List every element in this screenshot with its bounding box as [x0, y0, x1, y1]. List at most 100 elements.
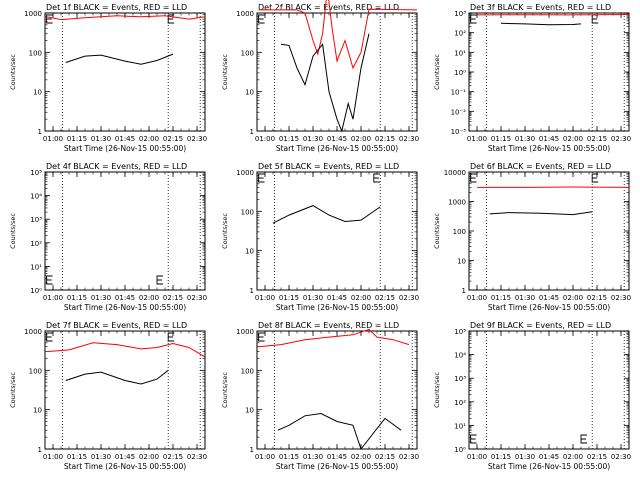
y-axis-label: Counts/sec	[9, 372, 17, 408]
interval-marker	[46, 14, 53, 24]
panel-title: Det 5f BLACK = Events, RED = LLD	[258, 162, 399, 171]
x-tick-label: 02:30	[187, 453, 207, 461]
y-tick-label: 10⁵	[30, 169, 42, 177]
x-tick-label: 02:00	[351, 135, 371, 143]
plot-frame	[44, 330, 206, 450]
x-tick-label: 01:45	[115, 453, 135, 461]
x-axis-label: Start Time (26-Nov-15 00:55:00)	[64, 462, 186, 471]
x-tick-label: 02:30	[187, 135, 207, 143]
lld-series-line	[46, 15, 206, 21]
x-tick-label: 01:15	[279, 453, 299, 461]
x-axis-label: Start Time (26-Nov-15 00:55:00)	[488, 462, 610, 471]
x-tick-label: 01:30	[303, 294, 323, 302]
x-tick-label: 01:00	[43, 135, 63, 143]
x-tick-label: 01:30	[515, 294, 535, 302]
y-tick-label: 1000	[236, 328, 254, 336]
x-tick-label: 02:15	[375, 453, 395, 461]
x-tick-label: 01:45	[327, 294, 347, 302]
y-tick-label: 10	[457, 258, 466, 266]
x-tick-label: 01:00	[467, 453, 487, 461]
y-tick-label: 10	[33, 407, 42, 415]
plot-frame	[256, 330, 418, 450]
x-tick-label: 01:15	[491, 453, 511, 461]
y-axis-label: Counts/sec	[221, 213, 229, 249]
interval-marker	[156, 275, 163, 285]
events-series-line	[65, 53, 174, 65]
x-tick-label: 01:30	[91, 294, 111, 302]
x-tick-label: 01:00	[255, 135, 275, 143]
y-tick-label: 10	[245, 89, 254, 97]
x-tick-label: 01:15	[279, 135, 299, 143]
panel-det-9: Det 9f BLACK = Events, RED = LLD 10⁰ 10¹ 10…	[433, 321, 631, 471]
events-series-line	[272, 205, 381, 224]
y-tick-label: 10⁻¹	[451, 89, 467, 97]
x-tick-label: 01:00	[43, 453, 63, 461]
y-tick-label: 1000	[236, 169, 254, 177]
x-axis-label: Start Time (26-Nov-15 00:55:00)	[488, 303, 610, 312]
panel-det-5: Det 5f BLACK = Events, RED = LLD 1 10 100 10…	[221, 162, 419, 312]
x-tick-label: 01:30	[91, 453, 111, 461]
x-tick-label: 01:45	[115, 294, 135, 302]
y-tick-label: 10²	[30, 240, 42, 248]
y-tick-label: 10	[245, 248, 254, 256]
x-tick-label: 01:45	[539, 135, 559, 143]
y-tick-label: 1000	[24, 10, 42, 18]
panel-title: Det 2f BLACK = Events, RED = LLD	[258, 3, 399, 12]
y-tick-label: 10¹	[30, 263, 42, 271]
x-axis-label: Start Time (26-Nov-15 00:55:00)	[64, 144, 186, 153]
x-tick-label: 01:00	[43, 294, 63, 302]
x-tick-label: 01:00	[467, 294, 487, 302]
y-tick-label: 10⁴	[454, 352, 466, 360]
x-tick-label: 01:15	[279, 294, 299, 302]
x-tick-label: 02:30	[611, 294, 631, 302]
x-tick-label: 02:00	[351, 453, 371, 461]
interval-marker	[373, 173, 380, 183]
y-tick-label: 10⁵	[454, 328, 466, 336]
y-tick-label: 1000	[236, 10, 254, 18]
plot-frame	[468, 171, 630, 291]
x-axis-label: Start Time (26-Nov-15 00:55:00)	[276, 144, 398, 153]
y-tick-label: 10⁰	[30, 287, 42, 295]
x-axis-label: Start Time (26-Nov-15 00:55:00)	[64, 303, 186, 312]
interval-marker	[258, 14, 265, 24]
interval-marker	[470, 434, 477, 444]
y-tick-label: 10⁰	[454, 69, 466, 77]
y-tick-label: 1000	[448, 199, 466, 207]
x-tick-label: 01:15	[67, 294, 87, 302]
x-tick-label: 01:15	[67, 453, 87, 461]
x-tick-label: 02:00	[563, 294, 583, 302]
y-tick-label: 1000	[24, 328, 42, 336]
interval-marker	[167, 14, 175, 24]
y-axis-label: Counts/sec	[221, 54, 229, 90]
x-tick-label: 02:30	[399, 135, 419, 143]
panel-title: Det 4f BLACK = Events, RED = LLD	[46, 162, 187, 171]
y-tick-label: 10²	[454, 399, 466, 407]
y-tick-label: 1	[250, 128, 254, 136]
plot-frame	[44, 171, 206, 291]
x-tick-label: 02:15	[163, 135, 183, 143]
plot-frame	[468, 330, 630, 450]
y-tick-label: 10²	[454, 30, 466, 38]
y-tick-label: 10³	[30, 216, 42, 224]
y-tick-label: 10³	[454, 375, 466, 383]
x-tick-label: 02:30	[399, 294, 419, 302]
y-tick-label: 10⁻²	[451, 108, 467, 116]
x-axis-label: Start Time (26-Nov-15 00:55:00)	[276, 303, 398, 312]
lld-series-line	[46, 342, 206, 358]
y-tick-label: 10¹	[454, 422, 466, 430]
interval-marker	[591, 173, 599, 183]
panel-title: Det 3f BLACK = Events, RED = LLD	[470, 3, 611, 12]
plot-frame	[44, 12, 206, 132]
x-tick-label: 02:30	[611, 135, 631, 143]
panel-title: Det 7f BLACK = Events, RED = LLD	[46, 321, 187, 330]
y-tick-label: 100	[29, 367, 42, 375]
y-tick-label: 10³	[454, 10, 466, 18]
panel-title: Det 6f BLACK = Events, RED = LLD	[470, 162, 611, 171]
x-tick-label: 01:30	[303, 453, 323, 461]
y-tick-label: 10000	[444, 169, 466, 177]
y-tick-label: 1	[38, 128, 42, 136]
y-tick-label: 100	[241, 208, 254, 216]
panel-title: Det 1f BLACK = Events, RED = LLD	[46, 3, 187, 12]
y-axis-label: Counts/sec	[9, 213, 17, 249]
